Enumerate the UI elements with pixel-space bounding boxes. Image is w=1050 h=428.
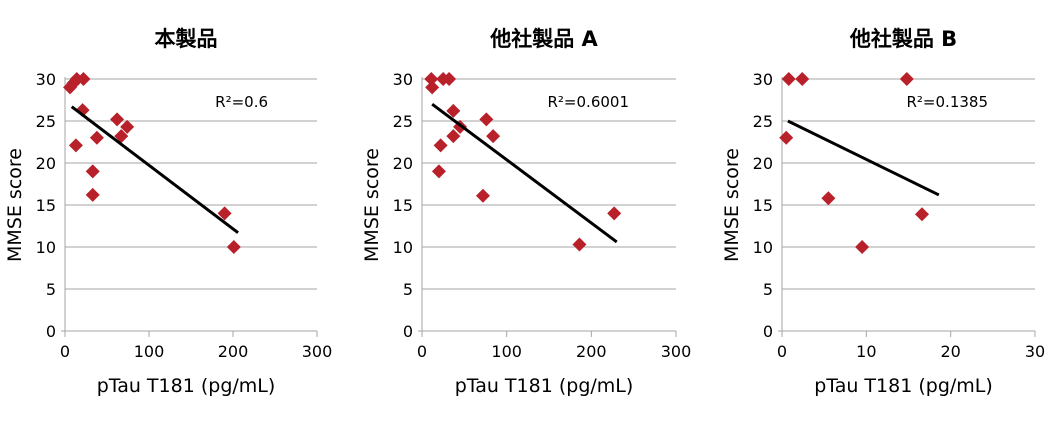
y-tick-label: 20 (393, 154, 413, 173)
data-point (779, 130, 794, 145)
x-axis-label: pTau T181 (pg/mL) (455, 375, 634, 397)
y-tick-label: 15 (393, 196, 413, 215)
data-point (446, 103, 461, 118)
y-tick-label: 0 (46, 322, 56, 341)
y-axis-label: MMSE score (361, 148, 383, 262)
x-tick-label: 300 (302, 342, 333, 361)
data-point (572, 237, 587, 252)
data-point (607, 206, 622, 221)
y-tick-label: 20 (36, 154, 56, 173)
y-tick-label: 5 (763, 280, 773, 299)
y-tick-label: 10 (36, 238, 56, 257)
trendline (787, 119, 940, 197)
x-tick-label: 0 (60, 342, 70, 361)
y-tick-label: 25 (36, 112, 56, 131)
r-squared-label: R²=0.6 (215, 93, 268, 111)
x-tick-label: 100 (491, 342, 522, 361)
data-point (475, 188, 490, 203)
data-point (855, 240, 870, 254)
data-point (486, 129, 501, 144)
data-point (479, 112, 494, 127)
y-axis-label: MMSE score (721, 148, 743, 262)
x-tick-label: 0 (777, 342, 787, 361)
data-point (914, 207, 929, 222)
data-point (424, 72, 439, 86)
data-point (425, 80, 440, 95)
data-point (899, 72, 914, 86)
x-tick-label: 300 (661, 342, 692, 361)
y-tick-label: 0 (403, 322, 413, 341)
data-point (446, 129, 461, 144)
y-tick-label: 25 (393, 112, 413, 131)
y-tick-label: 15 (753, 196, 773, 215)
data-point (781, 72, 796, 86)
data-point (217, 206, 232, 221)
data-point (114, 129, 129, 144)
r-squared-label: R²=0.1385 (907, 93, 989, 111)
data-point (431, 164, 446, 179)
x-axis-label: pTau T181 (pg/mL) (814, 375, 993, 397)
data-point (120, 119, 135, 134)
data-point (226, 240, 241, 254)
x-axis-label: pTau T181 (pg/mL) (97, 375, 276, 397)
x-tick-label: 10 (856, 342, 876, 361)
data-point (89, 130, 104, 145)
data-point (85, 187, 100, 202)
data-point (821, 191, 836, 206)
y-tick-label: 20 (753, 154, 773, 173)
chart-title: 本製品 (155, 27, 218, 51)
y-tick-label: 10 (393, 238, 413, 257)
y-tick-label: 5 (403, 280, 413, 299)
chart-title: 他社製品 A (489, 27, 598, 51)
x-tick-label: 200 (218, 342, 249, 361)
trendline (431, 102, 618, 244)
data-point (110, 112, 125, 127)
data-point (442, 72, 457, 86)
trendline (70, 105, 239, 234)
r-squared-label: R²=0.6001 (548, 93, 630, 111)
y-tick-label: 10 (753, 238, 773, 257)
y-tick-label: 0 (763, 322, 773, 341)
y-tick-label: 5 (46, 280, 56, 299)
y-tick-label: 30 (753, 70, 773, 89)
data-point (433, 138, 448, 153)
x-tick-label: 20 (940, 342, 960, 361)
data-point (85, 164, 100, 179)
y-tick-label: 30 (393, 70, 413, 89)
y-tick-label: 25 (753, 112, 773, 131)
x-tick-label: 0 (417, 342, 427, 361)
x-tick-label: 30 (1025, 342, 1045, 361)
chart-title: 他社製品 B (849, 27, 957, 51)
x-tick-label: 200 (576, 342, 607, 361)
data-point (76, 72, 91, 86)
data-point (795, 72, 810, 86)
x-tick-label: 100 (134, 342, 165, 361)
y-axis-label: MMSE score (4, 148, 26, 262)
y-tick-label: 30 (36, 70, 56, 89)
data-point (68, 138, 83, 153)
y-tick-label: 15 (36, 196, 56, 215)
